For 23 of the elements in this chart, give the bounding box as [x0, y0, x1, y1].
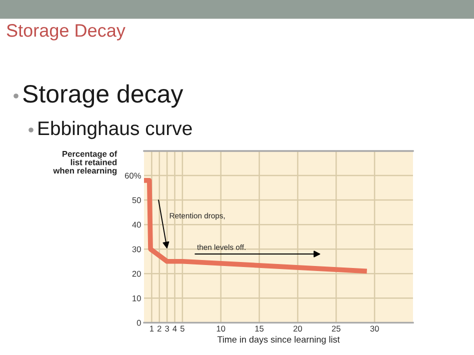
y-tick-label: 40 [132, 222, 141, 228]
x-tick-label: 10 [216, 326, 226, 332]
chart-title: Storage Decay [6, 24, 126, 40]
text: Ebbinghaus curve [38, 120, 192, 140]
line-series [144, 178, 370, 274]
chart-subtitle: Storage decay [23, 84, 184, 108]
y-tick-label: 30 [132, 246, 141, 252]
x-axis-title: Time in days since learning list [217, 336, 340, 344]
x-tick-label: 2 [157, 326, 162, 332]
y-tick-label: 50 [132, 197, 141, 204]
x-tick-label: 20 [294, 326, 302, 332]
x-tick-label: 25 [332, 326, 340, 332]
y-tick-label: 10 [132, 295, 141, 302]
x-tick-label: 1 [150, 326, 154, 332]
y-axis-title: Percentage of list retained when relearning [53, 150, 118, 176]
y-tick-label: 20 [132, 270, 141, 277]
y-tick-label: 0 [136, 320, 141, 326]
x-tick-label: 5 [180, 326, 184, 332]
x-tick-label: 4 [172, 326, 177, 332]
x-tick-label: 3 [165, 326, 170, 332]
y-tick-label: 60% [124, 172, 141, 179]
x-tick-label: 15 [255, 326, 264, 332]
x-tick-label: 30 [370, 326, 379, 332]
